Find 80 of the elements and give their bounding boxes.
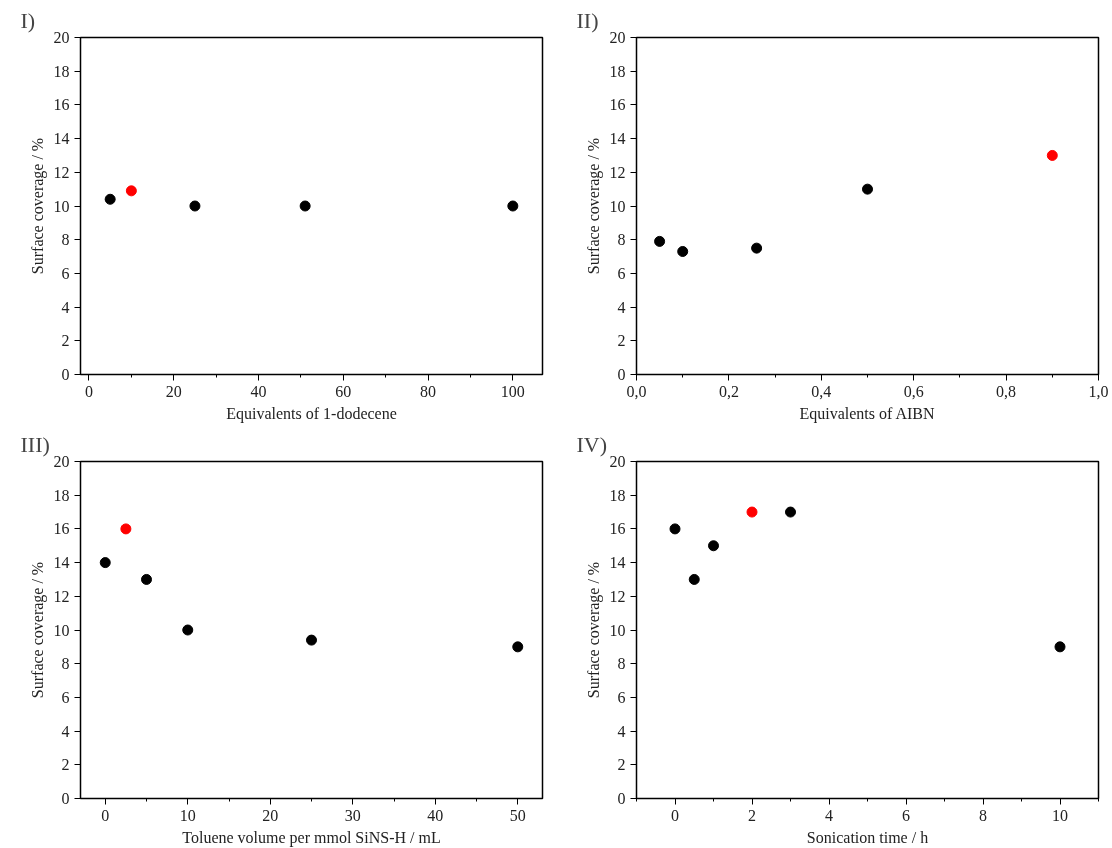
y-tick-label: 16 bbox=[53, 96, 70, 114]
y-tick-label: 16 bbox=[609, 520, 626, 538]
y-tick-label: 4 bbox=[61, 722, 70, 740]
y-tick-label: 4 bbox=[617, 722, 626, 740]
x-tick-label: 4 bbox=[825, 806, 833, 824]
x-tick-label: 100 bbox=[500, 382, 525, 400]
x-tick-label: 0,6 bbox=[903, 382, 924, 400]
y-tick-label: 12 bbox=[609, 587, 626, 605]
y-tick-label: 14 bbox=[609, 130, 626, 148]
y-tick-label: 14 bbox=[53, 130, 70, 148]
x-tick-label: 40 bbox=[427, 806, 444, 824]
y-tick-label: 12 bbox=[609, 163, 626, 181]
y-tick-label: 20 bbox=[53, 29, 70, 46]
y-tick-label: 20 bbox=[609, 29, 626, 46]
y-tick-label: 4 bbox=[617, 298, 626, 316]
x-tick-label: 30 bbox=[344, 806, 361, 824]
y-tick-label: 6 bbox=[617, 688, 626, 706]
x-tick-label: 40 bbox=[250, 382, 267, 400]
y-tick-label: 2 bbox=[61, 756, 70, 774]
y-tick-label: 0 bbox=[617, 790, 626, 807]
y-tick-label: 12 bbox=[53, 163, 70, 181]
x-tick-label: 8 bbox=[979, 806, 987, 824]
y-axis-title: Surface coverage / % bbox=[584, 137, 603, 275]
x-tick-label: 0,2 bbox=[718, 382, 739, 400]
y-tick-label: 14 bbox=[53, 554, 70, 572]
x-tick-label: 0,0 bbox=[626, 382, 647, 400]
y-tick-label: 10 bbox=[53, 197, 70, 215]
y-tick-label: 4 bbox=[61, 298, 70, 316]
x-tick-label: 80 bbox=[420, 382, 437, 400]
x-tick-label: 1,0 bbox=[1088, 382, 1109, 400]
x-tick-label: 0 bbox=[101, 806, 110, 824]
y-tick-label: 8 bbox=[617, 231, 626, 249]
y-tick-label: 20 bbox=[53, 453, 70, 470]
x-tick-label: 50 bbox=[509, 806, 526, 824]
y-tick-label: 0 bbox=[61, 366, 70, 383]
y-tick-label: 8 bbox=[61, 231, 70, 249]
y-tick-label: 2 bbox=[61, 332, 70, 350]
chart-title: III) bbox=[20, 431, 50, 457]
x-tick-label: 6 bbox=[902, 806, 910, 824]
y-tick-label: 18 bbox=[609, 62, 626, 80]
x-axis-title: Equivalents of AIBN bbox=[799, 404, 936, 423]
x-tick-label: 20 bbox=[165, 382, 182, 400]
x-tick-label: 0 bbox=[84, 382, 93, 400]
y-axis-title: Surface coverage / % bbox=[584, 561, 603, 699]
x-tick-label: 2 bbox=[748, 806, 756, 824]
x-tick-label: 0 bbox=[671, 806, 679, 824]
y-tick-label: 10 bbox=[609, 621, 626, 639]
y-tick-label: 0 bbox=[617, 366, 626, 383]
x-axis-title: Sonication time / h bbox=[806, 828, 929, 846]
y-tick-label: 2 bbox=[617, 756, 626, 774]
chart-title: II) bbox=[576, 7, 599, 33]
x-tick-label: 20 bbox=[262, 806, 279, 824]
y-tick-label: 14 bbox=[609, 554, 626, 572]
x-axis-title: Toluene volume per mmol SiNS-H / mL bbox=[182, 828, 441, 847]
y-tick-label: 2 bbox=[617, 332, 626, 350]
chart-title: I) bbox=[20, 7, 36, 33]
y-axis-title: Surface coverage / % bbox=[28, 137, 47, 275]
x-axis-title: Equivalents of 1-dodecene bbox=[226, 404, 397, 423]
y-tick-label: 16 bbox=[53, 520, 70, 538]
y-tick-label: 6 bbox=[61, 264, 70, 282]
y-tick-label: 8 bbox=[61, 655, 70, 673]
y-tick-label: 18 bbox=[609, 486, 626, 504]
y-tick-label: 0 bbox=[61, 790, 70, 807]
y-tick-label: 20 bbox=[609, 453, 626, 470]
y-axis-title: Surface coverage / % bbox=[28, 561, 47, 699]
y-tick-label: 10 bbox=[53, 621, 70, 639]
x-tick-label: 0,8 bbox=[996, 382, 1017, 400]
y-tick-label: 16 bbox=[609, 96, 626, 114]
y-tick-label: 6 bbox=[617, 264, 626, 282]
y-tick-label: 10 bbox=[609, 197, 626, 215]
chart-title: IV) bbox=[576, 431, 608, 457]
x-tick-label: 60 bbox=[335, 382, 352, 400]
x-tick-label: 0,4 bbox=[811, 382, 832, 400]
x-tick-label: 10 bbox=[179, 806, 196, 824]
y-tick-label: 8 bbox=[617, 655, 626, 673]
x-tick-label: 10 bbox=[1052, 806, 1068, 824]
y-tick-label: 12 bbox=[53, 587, 70, 605]
y-tick-label: 6 bbox=[61, 688, 70, 706]
y-tick-label: 18 bbox=[53, 62, 70, 80]
y-tick-label: 18 bbox=[53, 486, 70, 504]
